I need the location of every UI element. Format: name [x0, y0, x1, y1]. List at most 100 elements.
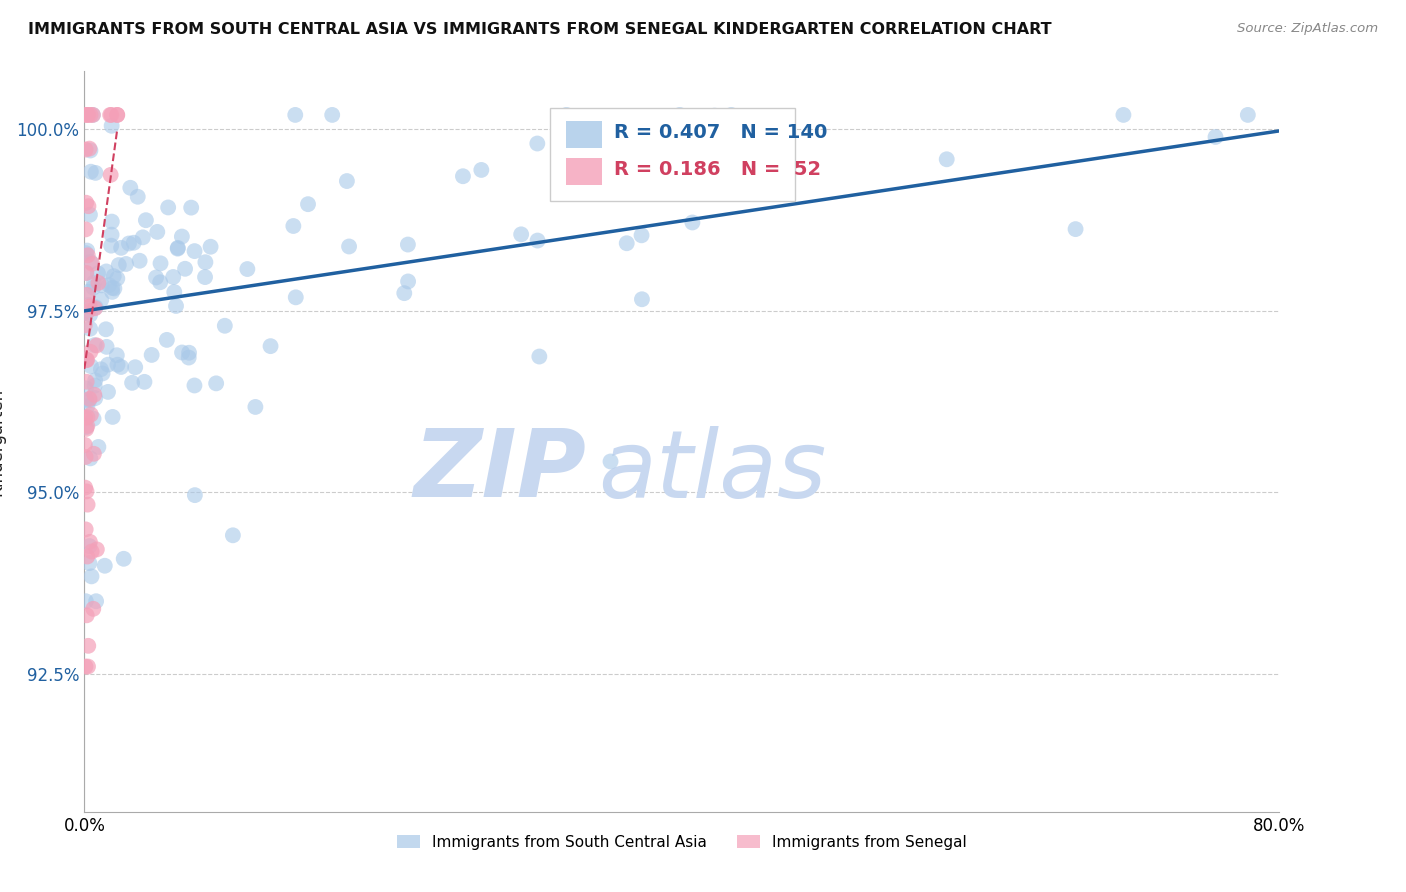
Immigrants from Senegal: [105, 108, 128, 122]
Immigrants from South Central Asia: [84, 301, 107, 315]
Immigrants from South Central Asia: [96, 340, 118, 354]
Immigrants from Senegal: [82, 602, 104, 616]
Text: ZIP: ZIP: [413, 425, 586, 517]
Immigrants from Senegal: [100, 168, 122, 182]
Text: Source: ZipAtlas.com: Source: ZipAtlas.com: [1237, 22, 1378, 36]
Immigrants from Senegal: [76, 353, 98, 368]
Immigrants from Senegal: [76, 108, 98, 122]
Immigrants from Senegal: [73, 438, 96, 452]
Immigrants from South Central Asia: [236, 262, 259, 277]
Immigrants from Senegal: [76, 498, 98, 512]
Immigrants from South Central Asia: [128, 253, 150, 268]
Immigrants from South Central Asia: [394, 286, 416, 301]
Immigrants from Senegal: [86, 338, 108, 352]
Immigrants from South Central Asia: [84, 594, 107, 608]
Immigrants from South Central Asia: [75, 306, 97, 320]
Immigrants from Senegal: [83, 388, 105, 402]
Immigrants from Senegal: [79, 299, 101, 313]
Immigrants from South Central Asia: [110, 241, 132, 255]
Immigrants from South Central Asia: [451, 169, 474, 184]
Immigrants from Senegal: [100, 108, 122, 122]
Immigrants from South Central Asia: [97, 384, 120, 399]
Immigrants from South Central Asia: [145, 270, 167, 285]
Immigrants from South Central Asia: [80, 569, 103, 583]
Immigrants from South Central Asia: [194, 270, 217, 285]
Immigrants from South Central Asia: [668, 108, 690, 122]
Immigrants from South Central Asia: [79, 556, 101, 570]
Immigrants from South Central Asia: [103, 281, 125, 295]
Immigrants from South Central Asia: [103, 269, 125, 284]
Immigrants from South Central Asia: [75, 381, 97, 395]
Immigrants from Senegal: [75, 522, 97, 536]
Immigrants from South Central Asia: [100, 227, 122, 242]
Immigrants from South Central Asia: [75, 266, 97, 280]
Text: R = 0.186   N =  52: R = 0.186 N = 52: [614, 161, 821, 179]
Immigrants from South Central Asia: [112, 551, 135, 566]
Immigrants from South Central Asia: [683, 147, 706, 161]
Immigrants from Senegal: [76, 549, 98, 564]
Immigrants from South Central Asia: [98, 278, 121, 293]
Immigrants from Senegal: [79, 108, 101, 122]
Immigrants from South Central Asia: [90, 293, 112, 307]
Immigrants from South Central Asia: [599, 454, 621, 468]
Immigrants from South Central Asia: [87, 266, 110, 280]
Immigrants from Senegal: [76, 248, 98, 262]
Immigrants from South Central Asia: [101, 214, 124, 228]
Immigrants from South Central Asia: [77, 298, 100, 312]
Immigrants from South Central Asia: [149, 256, 172, 270]
Immigrants from South Central Asia: [183, 244, 205, 259]
Immigrants from South Central Asia: [101, 409, 124, 424]
Immigrants from South Central Asia: [170, 345, 193, 359]
Immigrants from Senegal: [105, 108, 128, 122]
Immigrants from Senegal: [80, 408, 103, 422]
Immigrants from Senegal: [98, 108, 121, 122]
Immigrants from South Central Asia: [1112, 108, 1135, 122]
Immigrants from South Central Asia: [96, 264, 118, 278]
Immigrants from Senegal: [75, 266, 97, 280]
Immigrants from South Central Asia: [105, 348, 128, 362]
Immigrants from South Central Asia: [134, 375, 156, 389]
Immigrants from South Central Asia: [115, 257, 138, 271]
Immigrants from Senegal: [77, 659, 100, 673]
Immigrants from South Central Asia: [79, 208, 101, 222]
Immigrants from South Central Asia: [628, 171, 651, 186]
Immigrants from Senegal: [80, 544, 103, 558]
FancyBboxPatch shape: [567, 121, 602, 147]
Immigrants from South Central Asia: [75, 246, 97, 260]
Immigrants from South Central Asia: [157, 201, 180, 215]
Immigrants from Senegal: [82, 108, 104, 122]
Immigrants from South Central Asia: [77, 285, 100, 299]
Immigrants from South Central Asia: [83, 276, 105, 290]
Immigrants from South Central Asia: [1064, 222, 1087, 236]
Immigrants from South Central Asia: [84, 166, 107, 180]
Immigrants from South Central Asia: [75, 352, 97, 367]
Immigrants from South Central Asia: [79, 308, 101, 322]
Immigrants from South Central Asia: [101, 281, 124, 295]
Text: IMMIGRANTS FROM SOUTH CENTRAL ASIA VS IMMIGRANTS FROM SENEGAL KINDERGARTEN CORRE: IMMIGRANTS FROM SOUTH CENTRAL ASIA VS IM…: [28, 22, 1052, 37]
Immigrants from South Central Asia: [135, 213, 157, 227]
Immigrants from South Central Asia: [121, 376, 143, 390]
Immigrants from Senegal: [87, 276, 110, 290]
Immigrants from South Central Asia: [75, 420, 97, 434]
Immigrants from Senegal: [83, 447, 105, 461]
Immigrants from Senegal: [75, 410, 97, 425]
Immigrants from Senegal: [86, 542, 108, 557]
Immigrants from South Central Asia: [83, 378, 105, 392]
Immigrants from South Central Asia: [79, 539, 101, 553]
Immigrants from Senegal: [84, 301, 107, 316]
Immigrants from South Central Asia: [80, 164, 103, 178]
Immigrants from South Central Asia: [200, 240, 222, 254]
FancyBboxPatch shape: [551, 109, 796, 201]
Immigrants from South Central Asia: [194, 255, 217, 269]
Immigrants from South Central Asia: [100, 119, 122, 133]
Immigrants from South Central Asia: [90, 278, 112, 293]
Immigrants from South Central Asia: [76, 244, 98, 258]
Immigrants from South Central Asia: [90, 362, 112, 376]
Immigrants from Senegal: [75, 450, 97, 464]
Immigrants from Senegal: [79, 534, 101, 549]
Immigrants from South Central Asia: [84, 391, 107, 405]
Immigrants from Senegal: [75, 195, 97, 210]
Immigrants from South Central Asia: [631, 292, 654, 306]
Immigrants from South Central Asia: [79, 255, 101, 269]
Immigrants from South Central Asia: [82, 108, 104, 122]
